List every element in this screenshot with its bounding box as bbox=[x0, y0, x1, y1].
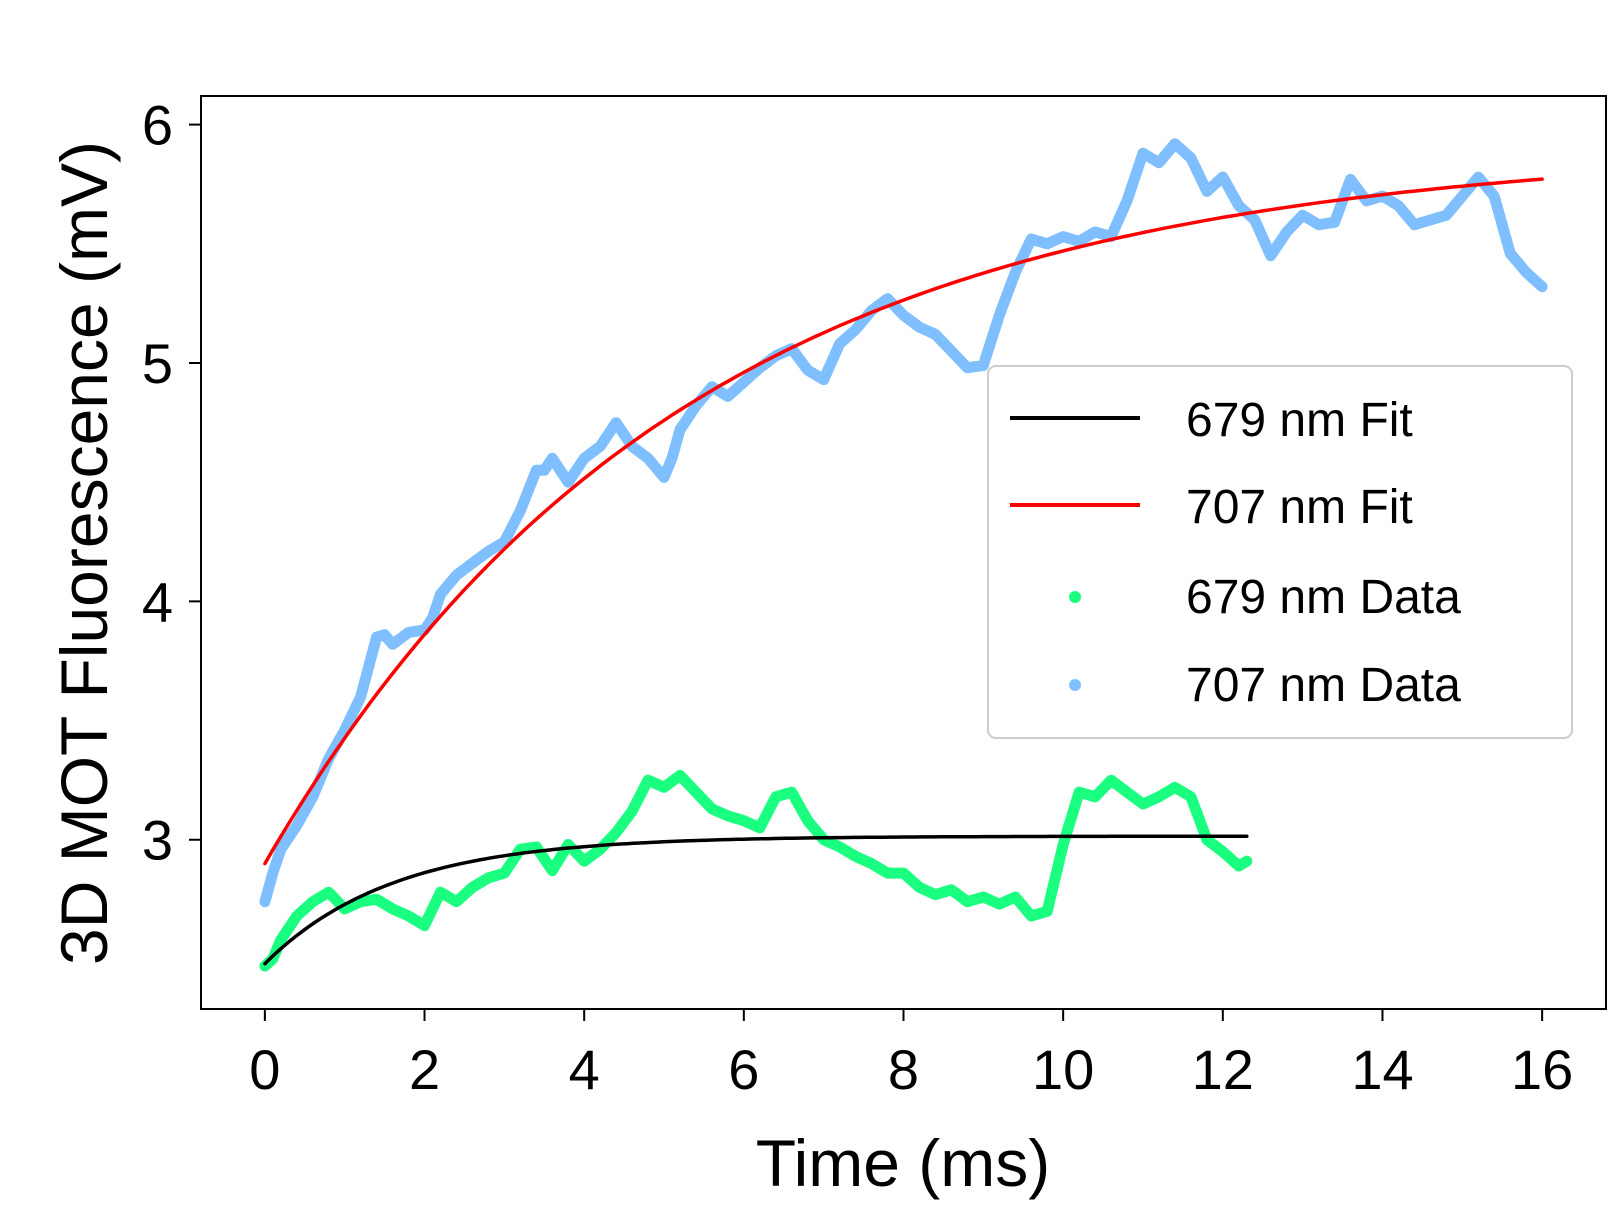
series-707-nm-data bbox=[259, 138, 1548, 908]
y-tick-label-4: 4 bbox=[142, 570, 173, 633]
legend-label-707-fit: 707 nm Fit bbox=[1186, 481, 1413, 534]
legend-swatch-679-data bbox=[1069, 591, 1081, 603]
x-tick-label-2: 2 bbox=[409, 1038, 440, 1101]
legend-swatch-707-data bbox=[1069, 679, 1081, 691]
x-tick-label-12: 12 bbox=[1192, 1038, 1254, 1101]
plot-area bbox=[259, 138, 1548, 972]
x-tick-label-14: 14 bbox=[1351, 1038, 1413, 1101]
x-tick-label-4: 4 bbox=[569, 1038, 600, 1101]
series-679-nm-fit bbox=[263, 834, 1249, 966]
x-tick-label-0: 0 bbox=[249, 1038, 280, 1101]
y-tick-label-3: 3 bbox=[142, 809, 173, 872]
x-tick-label-16: 16 bbox=[1511, 1038, 1573, 1101]
legend: 679 nm Fit 707 nm Fit 679 nm Data 707 nm… bbox=[987, 365, 1573, 739]
legend-label-679-data: 679 nm Data bbox=[1186, 571, 1461, 624]
legend-label-707-data: 707 nm Data bbox=[1186, 659, 1461, 712]
series-707-nm-fit bbox=[263, 177, 1544, 866]
y-tick-label-6: 6 bbox=[142, 94, 173, 157]
legend-frame bbox=[987, 365, 1573, 739]
x-tick-label-10: 10 bbox=[1032, 1038, 1094, 1101]
series-679-nm-data bbox=[259, 769, 1253, 972]
legend-label-679-fit: 679 nm Fit bbox=[1186, 394, 1413, 447]
y-axis-label: 3D MOT Fluorescence (mV) bbox=[47, 141, 121, 965]
x-tick-label-8: 8 bbox=[888, 1038, 919, 1101]
x-tick-label-6: 6 bbox=[728, 1038, 759, 1101]
axis-ticks: 0 2 4 6 8 10 12 14 16 3 4 5 6 bbox=[142, 94, 1573, 1101]
x-axis-label: Time (ms) bbox=[756, 1126, 1051, 1200]
y-tick-label-5: 5 bbox=[142, 332, 173, 395]
